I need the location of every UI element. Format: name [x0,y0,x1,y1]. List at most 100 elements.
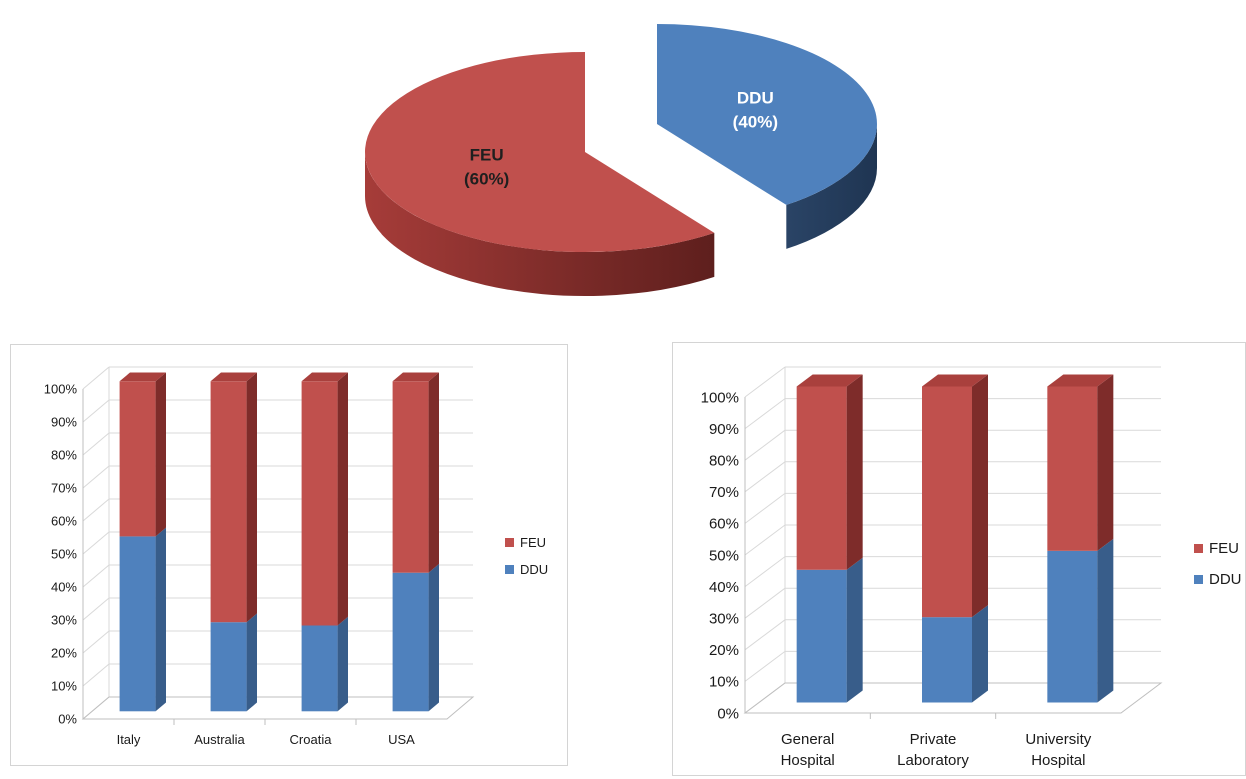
pie-label-ddu: DDU [737,88,774,107]
legend-label-ddu: DDU [1209,571,1242,588]
bar-ddu [210,622,247,712]
bar-feu-top [392,372,439,382]
legend-swatch-ddu [1194,575,1203,584]
legend-label-feu: FEU [520,535,546,550]
bar-feu-side [428,372,439,573]
bar-feu-side [155,372,166,537]
bar-feu-top [301,372,348,382]
y-tick-label: 40% [51,580,77,595]
y-tick-label: 30% [51,613,77,628]
x-category-label: General [781,731,834,748]
gridline-side [744,619,786,651]
gridline-side [744,398,786,429]
gridline-side [744,492,786,524]
gridline-side [744,650,786,682]
bar-feu-top [1047,374,1114,387]
legend-label-ddu: DDU [520,562,548,577]
bar-ddu-side [428,563,439,712]
legend-swatch-feu [1194,544,1203,553]
pie-chart: FEU (60%) DDU (40%) [364,24,877,296]
y-tick-label: 20% [709,642,739,659]
floor [81,696,475,720]
bar-feu-side [246,372,257,623]
y-tick-label: 90% [51,415,77,430]
y-tick-label: 60% [709,516,739,533]
y-tick-label: 10% [51,679,77,694]
bar-feu-side [846,374,863,570]
y-tick-label: 100% [44,382,78,397]
bar-ddu-side [1097,538,1114,703]
gridline-side [82,630,110,654]
pie-slice-side-feu [365,152,715,296]
bar-feu [1047,386,1098,551]
bar-ddu [301,625,338,712]
bar-feu [301,381,338,626]
x-category-label: Hospital [1031,752,1085,769]
gridline-side [744,429,786,461]
gridline-side [82,432,110,456]
bar-ddu [796,569,847,703]
bar-feu [119,381,156,537]
pie-pct-label-feu: (60%) [464,170,509,189]
x-category-label: Hospital [781,752,835,769]
bar-chart-by-country: 0% 10% 20% 30% 40% 50% 60% 70% 80% 90% 100% Italy Au… [10,344,568,766]
gridline-side [82,663,110,687]
bar-ddu-side [846,557,863,703]
bar-feu-top [119,372,166,382]
bar-feu-top [210,372,257,382]
pie-slice-side-ddu [786,124,877,249]
bar-feu-side [337,372,348,626]
bar-feu [796,386,847,570]
y-tick-label: 40% [709,579,739,596]
pie-label-feu: FEU [470,146,504,165]
bar-ddu [922,617,972,703]
bar-feu-top [796,374,863,387]
gridline-side [82,366,110,390]
gridline-side [82,531,110,555]
bar-feu [922,386,972,618]
x-category-label: Private [910,731,957,748]
gridline-side [744,524,786,556]
y-tick-label: 0% [58,712,77,727]
x-category-label: Croatia [290,732,333,747]
bar-feu [392,381,429,573]
pie-slice-feu [364,52,715,253]
legend-swatch-ddu [505,565,514,574]
y-tick-label: 80% [51,448,77,463]
bar-ddu [1047,550,1098,703]
y-tick-label: 60% [51,514,77,529]
gridline-side [82,498,110,522]
bar-ddu-side [155,527,166,712]
y-tick-label: 70% [51,481,77,496]
bar-chart-by-lab-type: 0% 10% 20% 30% 40% 50% 60% 70% 80% 90% 100% General… [672,342,1246,776]
bar-ddu [392,572,429,712]
pie-pct-label-ddu: (40%) [733,112,778,131]
bar-ddu-side [972,605,988,703]
bar-ddu-side [246,613,257,712]
y-tick-label: 100% [701,389,739,406]
gridline-side [744,587,786,619]
x-category-label: Italy [117,732,141,747]
gridline-side [82,597,110,621]
gridline-side [744,366,786,398]
y-tick-label: 30% [709,610,739,627]
gridline-side [744,461,786,493]
bar-feu [210,381,247,623]
bar-feu-side [972,374,988,618]
y-tick-label: 70% [709,484,739,501]
gridline-side [744,556,786,588]
x-category-label: Australia [194,732,245,747]
x-category-label: USA [388,732,415,747]
y-tick-label: 20% [51,646,77,661]
y-tick-label: 50% [51,547,77,562]
x-category-label: University [1025,731,1091,748]
bar-ddu-side [337,616,348,712]
bar-feu-top [922,374,988,387]
gridline-side [82,564,110,588]
y-tick-label: 10% [709,674,739,691]
pie-slice-ddu [657,24,877,205]
bar-ddu [119,536,156,712]
gridline-side [82,399,110,423]
x-category-label: Laboratory [897,752,969,769]
gridline-side [82,465,110,489]
